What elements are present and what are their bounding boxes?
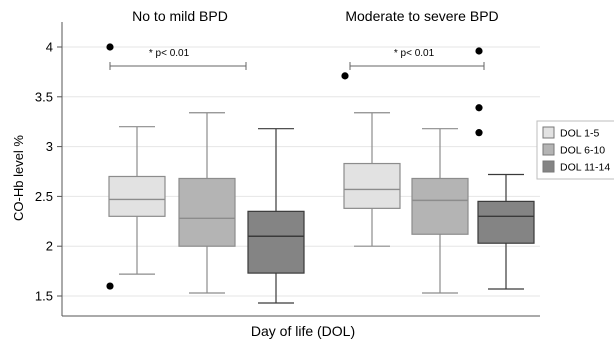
box-group-1-dol-11-14 [247, 128, 305, 304]
significance-label-group-2: * p< 0.01 [394, 48, 435, 59]
outlier-point [475, 104, 483, 112]
y-axis-ticks: 1.5 2 2.5 3 3.5 4 [35, 40, 62, 304]
legend-label-dol-11-14: DOL 11-14 [560, 162, 610, 174]
y-tick-label: 2 [46, 239, 53, 254]
legend: DOL 1-5 DOL 6-10 DOL 11-14 [536, 120, 614, 180]
box-group-2-dol-11-14 [475, 47, 535, 290]
boxes [106, 43, 535, 304]
box-iqr [477, 200, 535, 244]
box-iqr [343, 162, 401, 209]
significance-bracket-2 [349, 62, 485, 70]
box-iqr [411, 177, 469, 235]
y-tick-label: 4 [46, 40, 53, 55]
legend-swatch-dol-11-14 [542, 160, 555, 173]
group-title-moderate-to-severe-bpd: Moderate to severe BPD [345, 8, 498, 24]
legend-swatch-dol-1-5 [542, 126, 555, 139]
significance-brackets [109, 62, 485, 70]
box-group-2-dol-1-5 [341, 72, 401, 247]
legend-label-dol-1-5: DOL 1-5 [560, 128, 599, 140]
y-tick-label: 3 [46, 139, 53, 154]
box-group-2-dol-6-10 [411, 128, 469, 294]
outlier-point [475, 129, 483, 137]
group-title-no-to-mild-bpd: No to mild BPD [132, 8, 228, 24]
outlier-point [106, 43, 114, 51]
legend-swatch-dol-6-10 [542, 143, 555, 156]
box-group-1-dol-6-10 [178, 112, 236, 294]
box-group-1-dol-1-5 [106, 43, 166, 290]
outlier-point [341, 72, 349, 80]
box-iqr [108, 175, 166, 217]
legend-label-dol-6-10: DOL 6-10 [560, 145, 605, 157]
box-iqr [178, 177, 236, 247]
significance-bracket-1 [109, 62, 247, 70]
x-axis-label: Day of life (DOL) [251, 323, 355, 339]
outlier-point [106, 282, 114, 290]
box-iqr [247, 210, 305, 274]
significance-label-group-1: * p< 0.01 [149, 48, 190, 59]
y-tick-label: 1.5 [35, 289, 53, 304]
outlier-point [475, 47, 483, 55]
y-tick-label: 2.5 [35, 189, 53, 204]
y-tick-label: 3.5 [35, 89, 53, 104]
y-axis-label: CO-Hb level % [11, 135, 26, 221]
